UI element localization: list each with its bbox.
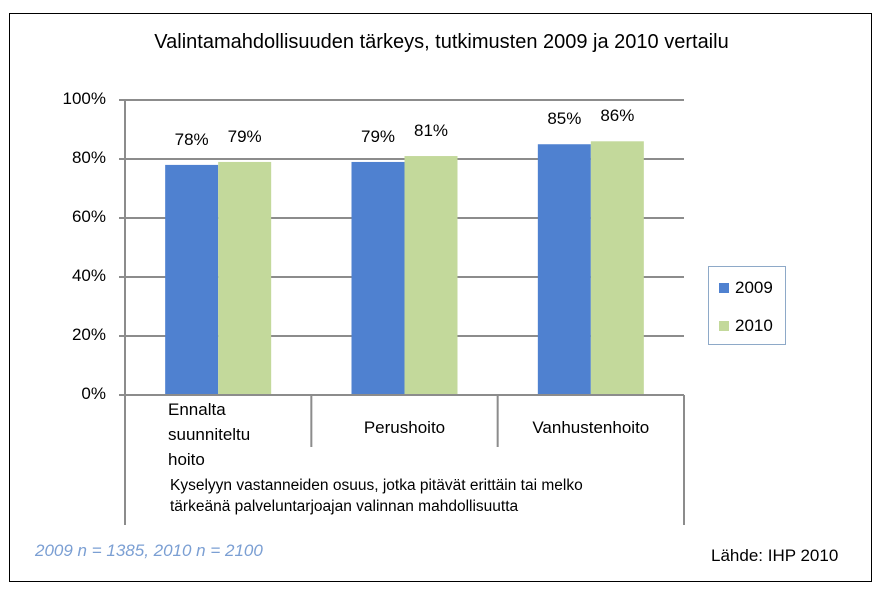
category-label-line: Ennalta: [168, 400, 226, 419]
x-axis-note: Kyselyyn vastanneiden osuus, jotka pitäv…: [170, 475, 670, 517]
chart-title: Valintamahdollisuuden tärkeys, tutkimust…: [154, 31, 729, 53]
x-axis-note-line: tärkeänä palveluntarjoajan valinnan mahd…: [170, 498, 519, 515]
bar-2009: [537, 144, 591, 395]
bar-2010: [218, 161, 272, 395]
legend-swatch: [719, 283, 729, 293]
y-tick-label: 40%: [71, 266, 106, 285]
category-label: Perushoito: [311, 415, 497, 440]
data-label: 78%: [174, 129, 209, 149]
legend: 2009 2010: [708, 266, 786, 345]
x-axis-note-line: Kyselyyn vastanneiden osuus, jotka pitäv…: [170, 477, 583, 494]
category-label-line: Vanhustenhoito: [532, 418, 650, 437]
y-tick-label: 0%: [81, 384, 106, 403]
category-label: Vanhustenhoito: [498, 415, 684, 440]
source-note: Lähde: IHP 2010: [711, 546, 839, 565]
legend-label: 2010: [735, 316, 773, 335]
y-tick-label: 20%: [71, 325, 106, 344]
legend-label: 2009: [735, 278, 773, 297]
legend-swatch: [719, 321, 729, 331]
category-label: Ennalta suunniteltu hoito: [168, 397, 250, 472]
bar-2009: [165, 164, 219, 395]
legend-item-2009: 2009: [719, 277, 773, 299]
legend-item-2010: 2010: [719, 315, 773, 337]
category-label-line: Perushoito: [363, 418, 446, 437]
data-label: 81%: [413, 121, 449, 141]
data-label: 86%: [600, 106, 635, 126]
bar-2010: [404, 156, 458, 395]
category-label-line: suunniteltu: [168, 425, 251, 444]
category-label-line: hoito: [168, 450, 205, 469]
bar-2009: [351, 161, 405, 395]
data-label: 85%: [547, 109, 582, 129]
y-tick-label: 100%: [62, 89, 106, 108]
sample-size-note: 2009 n = 1385, 2010 n = 2100: [35, 541, 263, 560]
data-label: 79%: [227, 126, 262, 146]
bar-2010: [590, 141, 644, 395]
y-tick-label: 80%: [71, 148, 106, 167]
y-tick-label: 60%: [71, 207, 106, 226]
data-label: 79%: [360, 126, 396, 146]
